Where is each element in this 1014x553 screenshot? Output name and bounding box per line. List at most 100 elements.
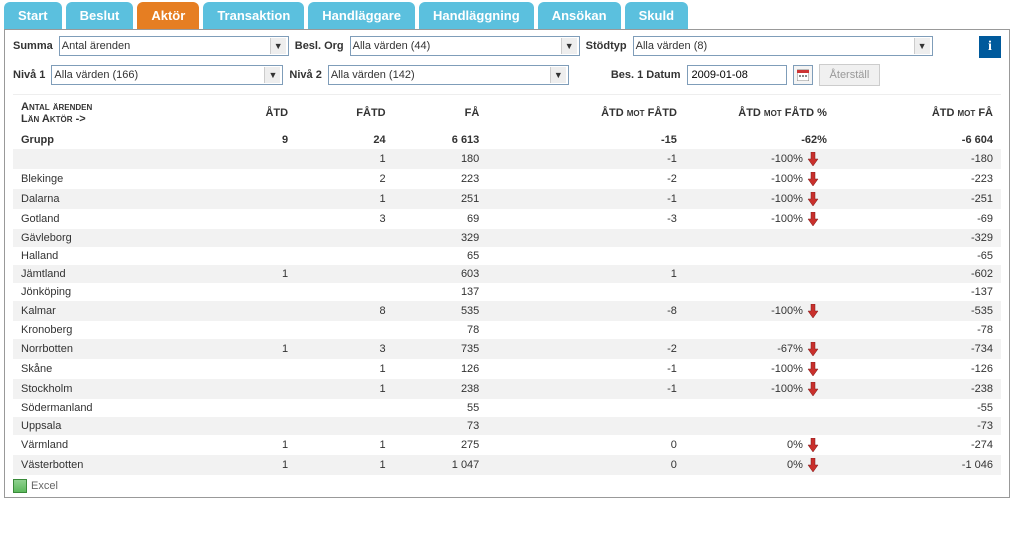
table-row: Dalarna1251-1-100%-251 <box>13 189 1001 209</box>
cell-fa: 180 <box>394 149 488 169</box>
tab-start[interactable]: Start <box>4 2 62 29</box>
cell-fa: 735 <box>394 339 488 359</box>
stodtyp-select[interactable]: Alla värden (8) ▼ <box>633 36 933 56</box>
niva2-label: Nivå 2 <box>289 69 321 81</box>
tab-beslut[interactable]: Beslut <box>66 2 134 29</box>
cell-fatd <box>296 399 394 417</box>
cell-atd <box>213 247 296 265</box>
cell-mot-fa: -1 046 <box>835 455 1001 475</box>
cell-mot-fatd <box>487 399 685 417</box>
table-row: Gävleborg329-329 <box>13 229 1001 247</box>
calendar-icon[interactable] <box>793 65 813 85</box>
data-table: Antal ärenden Län Aktör -> ÅTD FÅTD FÅ Å… <box>13 95 1001 475</box>
cell-fa: 238 <box>394 379 488 399</box>
cell-fatd <box>296 321 394 339</box>
cell-mot-fa: -274 <box>835 435 1001 455</box>
cell-mot-fatd-pct: -100% <box>685 189 835 209</box>
cell-mot-fatd-pct: 0% <box>685 455 835 475</box>
col-atd[interactable]: ÅTD <box>213 95 296 131</box>
col-mot-fa[interactable]: ÅTD mot FÅ <box>835 95 1001 131</box>
cell-fatd: 1 <box>296 379 394 399</box>
summa-select[interactable]: Antal ärenden ▼ <box>59 36 289 56</box>
col-mot-fatd[interactable]: ÅTD mot FÅTD <box>487 95 685 131</box>
cell-fatd <box>296 247 394 265</box>
cell-atd: 1 <box>213 455 296 475</box>
bes1-date-input[interactable] <box>687 65 787 85</box>
cell-fa: 1 047 <box>394 455 488 475</box>
cell-mot-fatd-pct: -67% <box>685 339 835 359</box>
cell-fa: 535 <box>394 301 488 321</box>
cell-mot-fa: -602 <box>835 265 1001 283</box>
row-label: Skåne <box>13 359 213 379</box>
table-row: Jönköping137-137 <box>13 283 1001 301</box>
beslorg-select[interactable]: Alla värden (44) ▼ <box>350 36 580 56</box>
cell-mot-fatd-pct: 0% <box>685 435 835 455</box>
cell-mot-fatd-pct <box>685 399 835 417</box>
excel-export-link[interactable]: Excel <box>13 479 1001 493</box>
cell-mot-fatd: -1 <box>487 359 685 379</box>
info-button[interactable]: i <box>979 36 1001 58</box>
cell-mot-fatd-pct: -100% <box>685 209 835 229</box>
row-label: Västerbotten <box>13 455 213 475</box>
row-label: Kronoberg <box>13 321 213 339</box>
bes1-label: Bes. 1 Datum <box>611 69 681 81</box>
cell-mot-fatd-pct: -100% <box>685 359 835 379</box>
row-label: Norrbotten <box>13 339 213 359</box>
cell-mot-fatd-pct <box>685 229 835 247</box>
cell-fa: 329 <box>394 229 488 247</box>
tab-aktör[interactable]: Aktör <box>137 2 199 29</box>
tab-skuld[interactable]: Skuld <box>625 2 688 29</box>
cell-mot-fa: -69 <box>835 209 1001 229</box>
tab-handläggare[interactable]: Handläggare <box>308 2 415 29</box>
cell-atd <box>213 379 296 399</box>
cell-atd: 1 <box>213 435 296 455</box>
tab-transaktion[interactable]: Transaktion <box>203 2 304 29</box>
table-row: Västerbotten111 04700%-1 046 <box>13 455 1001 475</box>
cell-atd: 1 <box>213 339 296 359</box>
chevron-down-icon: ▼ <box>561 38 577 54</box>
cell-atd <box>213 321 296 339</box>
cell-mot-fatd: -1 <box>487 189 685 209</box>
cell-mot-fatd-pct: -100% <box>685 149 835 169</box>
cell-mot-fatd-pct: -100% <box>685 379 835 399</box>
col-fatd[interactable]: FÅTD <box>296 95 394 131</box>
cell-fatd: 3 <box>296 339 394 359</box>
cell-mot-fatd <box>487 321 685 339</box>
beslorg-label: Besl. Org <box>295 40 344 52</box>
tab-ansökan[interactable]: Ansökan <box>538 2 621 29</box>
cell-fatd: 3 <box>296 209 394 229</box>
col-fa[interactable]: FÅ <box>394 95 488 131</box>
summa-label: Summa <box>13 40 53 52</box>
cell-fa: 78 <box>394 321 488 339</box>
cell-mot-fatd-pct <box>685 247 835 265</box>
niva2-value: Alla värden (142) <box>331 69 415 81</box>
cell-mot-fatd <box>487 417 685 435</box>
row-label: Gotland <box>13 209 213 229</box>
cell-fa: 603 <box>394 265 488 283</box>
cell-fatd: 8 <box>296 301 394 321</box>
table-header-rowlabel[interactable]: Antal ärenden Län Aktör -> <box>13 95 213 131</box>
cell-mot-fatd <box>487 229 685 247</box>
cell-atd: 1 <box>213 265 296 283</box>
cell-fa: 73 <box>394 417 488 435</box>
cell-fa: 69 <box>394 209 488 229</box>
niva1-select[interactable]: Alla värden (166) ▼ <box>51 65 283 85</box>
total-label: Grupp <box>13 131 213 149</box>
header-line2: Län Aktör -> <box>21 113 86 125</box>
niva1-label: Nivå 1 <box>13 69 45 81</box>
cell-mot-fa: -535 <box>835 301 1001 321</box>
table-row: Jämtland16031-602 <box>13 265 1001 283</box>
cell-mot-fatd-pct: -100% <box>685 169 835 189</box>
cell-mot-fatd <box>487 247 685 265</box>
row-label: Jönköping <box>13 283 213 301</box>
total-mot-fatd-pct: -62% <box>685 131 835 149</box>
cell-fatd <box>296 265 394 283</box>
table-row: Halland65-65 <box>13 247 1001 265</box>
table-row: Skåne1126-1-100%-126 <box>13 359 1001 379</box>
beslorg-value: Alla värden (44) <box>353 40 431 52</box>
reset-button[interactable]: Återställ <box>819 64 881 86</box>
row-label: Uppsala <box>13 417 213 435</box>
niva2-select[interactable]: Alla värden (142) ▼ <box>328 65 569 85</box>
col-mot-fatd-pct[interactable]: ÅTD mot FÅTD % <box>685 95 835 131</box>
tab-handläggning[interactable]: Handläggning <box>419 2 534 29</box>
